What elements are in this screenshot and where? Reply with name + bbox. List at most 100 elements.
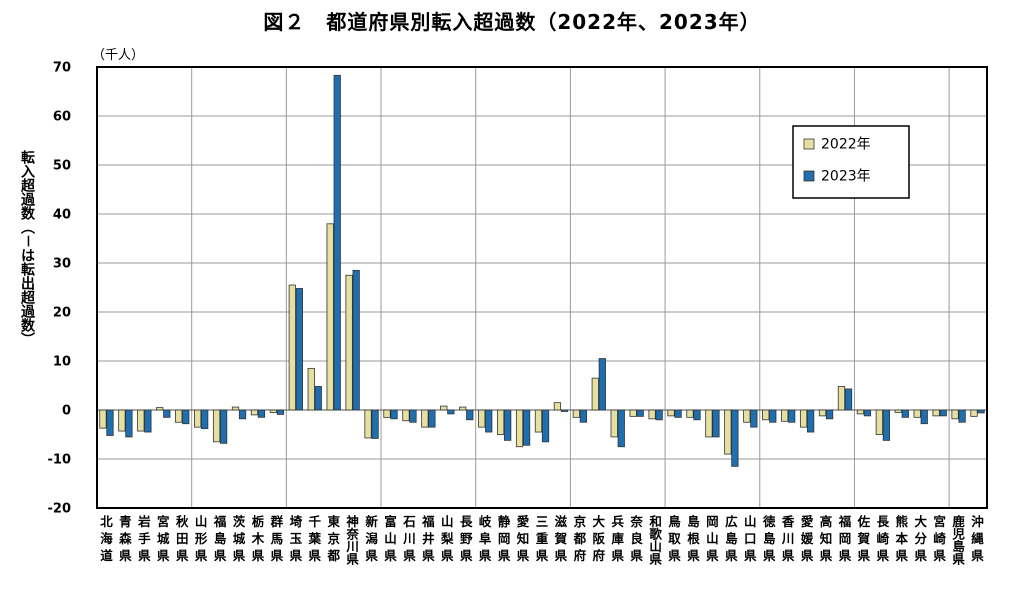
x-tick-label: 福井県 — [421, 514, 435, 563]
bar-2023 — [163, 409, 171, 418]
x-tick-label: 福岡県 — [838, 514, 852, 563]
x-tick-label: 島根県 — [687, 514, 700, 563]
x-tick-label: 富山県 — [384, 514, 397, 563]
x-tick-label: 大阪府 — [593, 514, 606, 563]
bar-2022 — [818, 409, 827, 417]
y-tick-label: 30 — [53, 257, 71, 272]
bar-2023 — [863, 409, 872, 417]
bar-2023 — [522, 409, 531, 446]
x-axis-ticks: 北海道青森県岩手県宮城県秋田県山形県福島県茨城県栃木県群馬県埼玉県千葉県東京都神… — [100, 514, 984, 567]
bar-2023 — [276, 409, 285, 415]
x-tick-label: 秋田県 — [176, 514, 189, 563]
bar-2022 — [459, 406, 467, 411]
y-tick-label: 60 — [53, 110, 71, 125]
x-tick-label: 静岡県 — [498, 514, 511, 563]
bar-2022 — [799, 409, 808, 428]
bar-2023 — [409, 409, 417, 423]
bar-2023 — [901, 409, 909, 418]
legend-label: 2022年 — [821, 137, 871, 153]
bar-2022 — [762, 409, 770, 421]
x-tick-label: 香川県 — [781, 514, 795, 563]
x-tick-label: 長崎県 — [877, 514, 890, 563]
bar-2022 — [534, 409, 543, 433]
x-tick-label: 愛媛県 — [800, 514, 814, 563]
bar-2022 — [496, 409, 505, 435]
bar-2023 — [333, 74, 341, 411]
bar-2022 — [99, 409, 107, 429]
x-tick-label: 愛知県 — [516, 514, 530, 563]
x-tick-label: 佐賀県 — [857, 514, 871, 563]
x-tick-label: 福島県 — [213, 514, 227, 563]
bar-2022 — [364, 409, 372, 439]
bar-2022 — [478, 409, 486, 428]
unit-label: （千人） — [92, 48, 145, 63]
bar-2022 — [383, 409, 391, 418]
bar-2022 — [345, 274, 353, 411]
x-tick-label: 長野県 — [460, 514, 473, 563]
x-tick-label: 宮城県 — [157, 514, 170, 563]
x-tick-label: 熊本県 — [896, 514, 909, 563]
bar-2022 — [231, 406, 240, 411]
plot-frame — [96, 66, 988, 509]
bar-2023 — [371, 409, 379, 439]
bar-2022 — [175, 409, 183, 423]
bar-2022 — [440, 405, 448, 411]
bar-2023 — [579, 409, 588, 423]
bar-2022 — [250, 409, 259, 416]
bar-2023 — [655, 409, 663, 421]
x-tick-label: 滋賀県 — [554, 514, 568, 563]
x-tick-label: 岩手県 — [137, 514, 151, 563]
y-tick-label: 40 — [53, 208, 71, 223]
bar-2023 — [447, 409, 455, 415]
bar-2023 — [977, 409, 985, 414]
x-tick-label: 群馬県 — [270, 514, 284, 563]
y-tick-label: 50 — [53, 159, 71, 174]
bar-2023 — [560, 409, 569, 412]
y-tick-label: 10 — [53, 355, 71, 370]
x-tick-label: 沖縄県 — [971, 514, 984, 563]
x-tick-label: 茨城県 — [233, 514, 246, 563]
bar-2022 — [194, 409, 202, 428]
x-tick-label: 北海道 — [100, 514, 113, 563]
bar-2023 — [466, 409, 474, 421]
x-tick-label: 山口県 — [744, 514, 757, 563]
y-axis-label: 転入超過数（－は転出超過数） — [19, 150, 35, 346]
x-tick-label: 鳥取県 — [668, 514, 681, 563]
bar-2022 — [137, 409, 145, 432]
x-tick-label: 広島県 — [725, 514, 738, 563]
bar-2023 — [788, 409, 796, 423]
bar-2022 — [269, 409, 277, 413]
x-tick-label: 徳島県 — [762, 514, 776, 563]
bar-2022 — [781, 409, 789, 422]
x-tick-label: 山形県 — [195, 514, 208, 563]
x-tick-label: 高知県 — [819, 514, 833, 563]
x-tick-label: 埼玉県 — [290, 514, 303, 563]
legend-swatch — [803, 138, 815, 150]
bar-2023 — [201, 409, 209, 430]
bar-2023 — [958, 409, 966, 423]
bar-2023 — [504, 409, 512, 441]
x-tick-label: 栃木県 — [251, 514, 265, 563]
bar-2022 — [970, 409, 978, 417]
x-tick-label: 東京都 — [326, 514, 340, 563]
bar-2023 — [920, 409, 928, 425]
x-tick-label: 和歌山県 — [648, 514, 662, 567]
bar-2023 — [428, 409, 436, 428]
bar-2022 — [118, 409, 126, 432]
bar-2022 — [724, 409, 732, 455]
bar-2023 — [617, 409, 625, 448]
bar-2023 — [352, 269, 360, 411]
x-tick-label: 山梨県 — [440, 514, 454, 563]
bar-2023 — [390, 409, 398, 420]
bar-2022 — [421, 409, 429, 428]
bar-2023 — [693, 409, 701, 421]
bar-2023 — [807, 409, 815, 433]
bar-2022 — [307, 367, 315, 411]
bar-2022 — [591, 377, 599, 411]
bar-2023 — [219, 409, 228, 444]
bar-2022 — [553, 402, 562, 411]
y-tick-label: -20 — [48, 502, 72, 517]
bar-2023 — [712, 409, 720, 438]
x-tick-label: 岐阜県 — [479, 514, 492, 563]
bar-2022 — [288, 284, 296, 411]
